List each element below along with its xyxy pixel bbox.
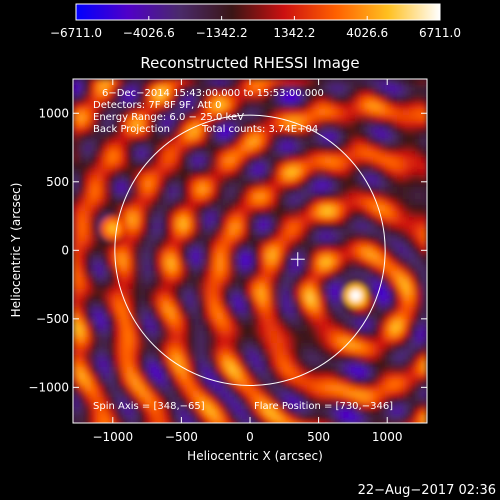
chart-title: Reconstructed RHESSI Image [140,54,359,72]
y-tick-label: 500 [46,175,69,189]
y-tick-label: 1000 [38,106,69,120]
annotation-method: Back Projection [93,124,170,135]
y-axis: 1000 500 0 −500 −1000 [28,106,427,394]
annotation-energy-range: Energy Range: 6.0 − 25.0 keV [93,112,244,123]
colorbar-tick-label: 4026.6 [346,26,388,40]
x-tick-label: 1000 [372,430,403,444]
colorbar [75,3,441,21]
colorbar-tick-label: 1342.2 [273,26,315,40]
annotation-flare-position: Flare Position = [730,−346] [254,401,393,412]
annotation-date-range: 6−Dec−2014 15:43:00.000 to 15:53:00.000 [102,88,324,99]
x-tick-label: 0 [246,430,254,444]
colorbar-tick-label: −4026.6 [123,26,175,40]
y-tick-label: −500 [36,312,69,326]
colorbar-tick-label: 6711.0 [419,26,461,40]
spin-axis-marker [290,252,305,267]
annotation-detectors: Detectors: 7F 8F 9F, Att 0 [93,100,221,111]
x-axis-label: Heliocentric X (arcsec) [187,449,323,463]
x-axis: −1000 −500 0 500 1000 [92,79,402,444]
footer-timestamp: 22−Aug−2017 02:36 [358,483,496,498]
annotation-spin-axis: Spin Axis = [348,−65] [93,401,205,412]
y-axis-label: Heliocentric Y (arcsec) [9,183,23,318]
plot-area [72,78,428,424]
y-tick-label: 0 [61,243,69,257]
x-tick-label: −500 [165,430,198,444]
y-tick-label: −1000 [28,380,69,394]
colorbar-tick-label: −1342.2 [196,26,248,40]
source-core [349,289,362,302]
heatmap-image [73,79,427,423]
solar-limb [114,114,386,386]
colorbar-ticks: −6711.0 −4026.6 −1342.2 1342.2 4026.6 6711.0 [50,16,461,40]
annotation-total-counts: Total counts: 3.74E+04 [201,124,318,135]
x-tick-label: 500 [307,430,330,444]
colorbar-tick-label: −6711.0 [50,26,102,40]
x-tick-label: −1000 [92,430,133,444]
